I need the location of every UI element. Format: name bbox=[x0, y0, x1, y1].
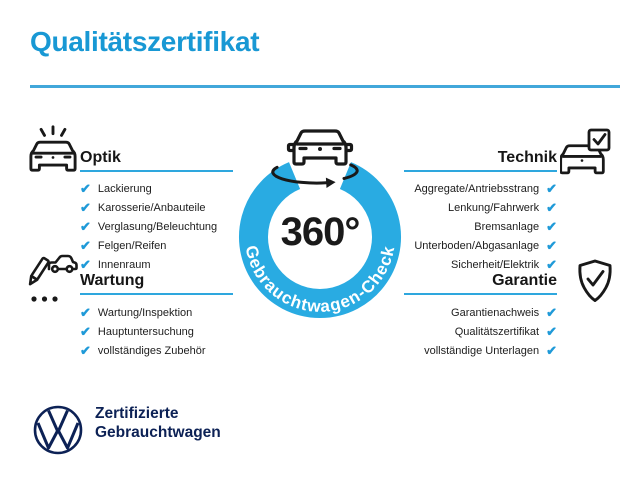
checklist-item-label: Lackierung bbox=[97, 182, 152, 195]
section-title-technik: Technik bbox=[497, 149, 557, 166]
check-icon: ✔ bbox=[546, 219, 557, 234]
pen-car-icon bbox=[28, 254, 78, 302]
checklist-item-label: Lenkung/Fahrwerk bbox=[447, 201, 540, 214]
checklist-item-label: Karosserie/Anbauteile bbox=[97, 201, 206, 214]
checklist-item: ✔ Lackierung bbox=[80, 179, 233, 198]
checklist-item: ✔ Felgen/Reifen bbox=[80, 236, 233, 255]
degree-label: 360° bbox=[281, 210, 360, 254]
checklist-item-label: vollständiges Zubehör bbox=[97, 344, 206, 357]
check-icon: ✔ bbox=[80, 343, 91, 358]
checklist-item-label: Bremsanlage bbox=[474, 220, 540, 233]
check-icon: ✔ bbox=[80, 200, 91, 215]
checklist-item-label: Qualitätszertifikat bbox=[454, 325, 540, 338]
car-checkbox-icon bbox=[560, 128, 611, 175]
checklist-item: Sicherheit/Elektrik ✔ bbox=[404, 255, 557, 274]
checklist-item: Bremsanlage ✔ bbox=[404, 217, 557, 236]
checklist-item: Qualitätszertifikat ✔ bbox=[404, 322, 557, 341]
checklist-item-label: Sicherheit/Elektrik bbox=[451, 258, 540, 271]
360-check-badge: 360° Gebrauchtwagen-Check bbox=[239, 129, 401, 318]
checklist-item: Garantienachweis ✔ bbox=[404, 303, 557, 322]
checklist-item-label: Felgen/Reifen bbox=[97, 239, 167, 252]
checklist-item-label: vollständige Unterlagen bbox=[424, 344, 540, 357]
checklist-item: vollständige Unterlagen ✔ bbox=[404, 341, 557, 360]
check-icon: ✔ bbox=[546, 343, 557, 358]
shield-check-icon bbox=[578, 259, 612, 302]
vw-logo bbox=[33, 405, 83, 455]
check-icon: ✔ bbox=[80, 305, 91, 320]
checklist-item: ✔ Hauptuntersuchung bbox=[80, 322, 233, 341]
brand-claim-line1: Zertifizierte bbox=[95, 405, 179, 422]
check-icon: ✔ bbox=[80, 324, 91, 339]
check-icon: ✔ bbox=[546, 238, 557, 253]
section-title-wartung: Wartung bbox=[80, 272, 145, 289]
section-divider bbox=[404, 293, 557, 295]
check-icon: ✔ bbox=[546, 305, 557, 320]
checklist-item-label: Garantienachweis bbox=[451, 306, 540, 319]
checklist-item-label: Hauptuntersuchung bbox=[97, 325, 194, 338]
checklist-item: Lenkung/Fahrwerk ✔ bbox=[404, 198, 557, 217]
check-icon: ✔ bbox=[80, 219, 91, 234]
section-title-optik: Optik bbox=[80, 149, 121, 166]
checklist-item-label: Innenraum bbox=[97, 258, 151, 271]
check-icon: ✔ bbox=[80, 257, 91, 272]
checklist-optik: ✔ Lackierung ✔ Karosserie/Anbauteile ✔ Verg… bbox=[80, 179, 233, 274]
checklist-garantie: Garantienachweis ✔ Qualitätszertifikat ✔ v… bbox=[404, 303, 557, 360]
checklist-wartung: ✔ Wartung/Inspektion ✔ Hauptuntersuchung ✔… bbox=[80, 303, 233, 360]
checklist-item: ✔ Wartung/Inspektion bbox=[80, 303, 233, 322]
badge-ring bbox=[239, 162, 401, 318]
checklist-item: ✔ Innenraum bbox=[80, 255, 233, 274]
section-title-garantie: Garantie bbox=[492, 272, 557, 289]
checklist-item: ✔ Karosserie/Anbauteile bbox=[80, 198, 233, 217]
check-icon: ✔ bbox=[80, 238, 91, 253]
car-shine-icon bbox=[29, 125, 77, 172]
check-icon: ✔ bbox=[546, 181, 557, 196]
check-icon: ✔ bbox=[546, 200, 557, 215]
check-icon: ✔ bbox=[546, 324, 557, 339]
section-divider bbox=[80, 293, 233, 295]
checklist-item: Unterboden/Abgasanlage ✔ bbox=[404, 236, 557, 255]
check-icon: ✔ bbox=[546, 257, 557, 272]
checklist-item-label: Wartung/Inspektion bbox=[97, 306, 193, 319]
checklist-item: ✔ Verglasung/Beleuchtung bbox=[80, 217, 233, 236]
checklist-item-label: Unterboden/Abgasanlage bbox=[414, 239, 540, 252]
title-divider bbox=[30, 85, 620, 88]
section-divider bbox=[404, 170, 557, 172]
brand-claim: Zertifizierte Gebrauchtwagen bbox=[95, 404, 221, 442]
page-title: Qualitätszertifikat bbox=[30, 26, 260, 57]
checklist-item: ✔ vollständiges Zubehör bbox=[80, 341, 233, 360]
checklist-item: Aggregate/Antriebsstrang ✔ bbox=[404, 179, 557, 198]
check-icon: ✔ bbox=[80, 181, 91, 196]
checklist-item-label: Verglasung/Beleuchtung bbox=[97, 220, 218, 233]
brand-claim-line2: Gebrauchtwagen bbox=[95, 424, 221, 441]
section-divider bbox=[80, 170, 233, 172]
checklist-technik: Aggregate/Antriebsstrang ✔ Lenkung/Fahrwe… bbox=[404, 179, 557, 274]
car-rotate-icon bbox=[271, 129, 359, 188]
checklist-item-label: Aggregate/Antriebsstrang bbox=[414, 182, 540, 195]
